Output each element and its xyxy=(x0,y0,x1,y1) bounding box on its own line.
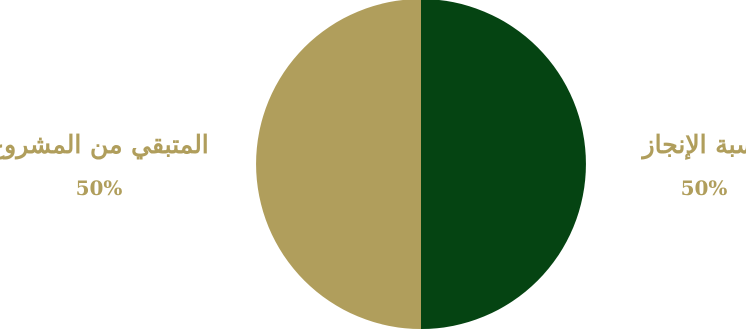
pie-slice-1 xyxy=(256,0,421,329)
slice-percent-1: 50% xyxy=(76,176,123,200)
slice-label-1: المتبقي من المشروع xyxy=(0,130,209,160)
pie-slices xyxy=(256,0,586,329)
pie-slice-0 xyxy=(421,0,586,329)
slice-label-0: نسبة الإنجاز xyxy=(641,130,746,160)
pie-labels: نسبة الإنجاز 50% المتبقي من المشروع 50% xyxy=(0,130,746,200)
slice-percent-0: 50% xyxy=(681,176,728,200)
